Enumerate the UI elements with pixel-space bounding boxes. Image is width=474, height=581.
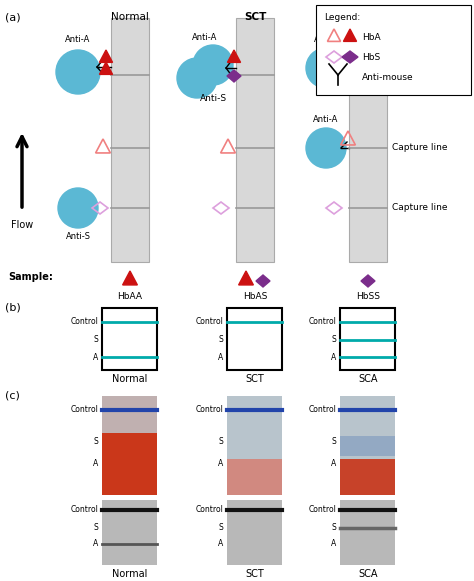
Text: Capture line: Capture line (392, 203, 447, 213)
Text: A: A (93, 353, 99, 361)
Text: Control: Control (196, 317, 224, 327)
Text: (a): (a) (5, 12, 21, 22)
Text: HbS: HbS (362, 52, 380, 62)
Polygon shape (338, 62, 352, 74)
Bar (228, 396, 283, 495)
Bar (102, 500, 157, 565)
Bar (102, 308, 157, 370)
Text: S: S (94, 436, 99, 446)
Text: SCT: SCT (246, 569, 264, 579)
Text: SCA: SCA (358, 374, 378, 384)
Text: SCT: SCT (246, 374, 264, 384)
Text: Sample:: Sample: (8, 272, 53, 282)
Bar (102, 433, 157, 495)
Text: S: S (219, 335, 224, 345)
Circle shape (177, 58, 217, 98)
Text: SCA: SCA (356, 12, 380, 22)
Bar (340, 436, 395, 456)
Text: S: S (332, 436, 337, 446)
Bar (228, 500, 283, 565)
Bar (228, 459, 283, 495)
Text: Anti-A: Anti-A (192, 33, 218, 42)
Text: Control: Control (196, 505, 224, 515)
Circle shape (58, 188, 98, 228)
Polygon shape (228, 50, 241, 62)
Polygon shape (256, 275, 270, 287)
Bar (236, 18, 274, 262)
Polygon shape (238, 271, 254, 285)
Text: Normal: Normal (112, 569, 148, 579)
Text: S: S (94, 335, 99, 345)
Circle shape (306, 48, 346, 88)
Text: Anti-mouse: Anti-mouse (362, 73, 414, 81)
Polygon shape (100, 62, 112, 74)
Text: S: S (219, 523, 224, 533)
Text: Control: Control (196, 406, 224, 414)
Text: Anti-S: Anti-S (200, 94, 227, 103)
Bar (228, 308, 283, 370)
Text: Anti-S: Anti-S (65, 232, 91, 241)
Bar (111, 18, 149, 262)
Text: (b): (b) (5, 302, 21, 312)
Polygon shape (100, 50, 112, 62)
Text: A: A (93, 460, 99, 468)
Text: S: S (219, 436, 224, 446)
Text: SCT: SCT (244, 12, 266, 22)
Text: A: A (218, 353, 224, 361)
Bar (340, 308, 395, 370)
Text: A: A (218, 540, 224, 548)
Text: A: A (331, 460, 337, 468)
Text: S: S (332, 335, 337, 345)
Polygon shape (123, 271, 137, 285)
Text: HbAA: HbAA (118, 292, 143, 301)
Text: A: A (218, 460, 224, 468)
Text: (c): (c) (5, 390, 20, 400)
Circle shape (56, 50, 100, 94)
Text: Anti-A: Anti-A (65, 35, 91, 44)
Polygon shape (342, 51, 358, 63)
Polygon shape (227, 70, 241, 82)
Text: Normal: Normal (111, 12, 149, 22)
Text: Anti-S: Anti-S (313, 35, 338, 44)
Text: A: A (331, 540, 337, 548)
Text: Control: Control (309, 406, 337, 414)
Circle shape (193, 45, 233, 85)
Bar (340, 500, 395, 565)
Text: A: A (93, 540, 99, 548)
Text: Control: Control (309, 317, 337, 327)
Text: Flow: Flow (11, 220, 33, 230)
Text: HbSS: HbSS (356, 292, 380, 301)
Circle shape (306, 128, 346, 168)
Text: S: S (94, 523, 99, 533)
Text: Control: Control (71, 406, 99, 414)
Text: HbA: HbA (362, 33, 381, 41)
Text: Control: Control (71, 317, 99, 327)
Text: SCA: SCA (358, 569, 378, 579)
Text: Control: Control (71, 505, 99, 515)
Text: Control: Control (309, 505, 337, 515)
Text: Control line: Control line (392, 70, 444, 80)
Polygon shape (344, 29, 356, 41)
Text: Capture line: Capture line (392, 144, 447, 152)
Text: Normal: Normal (112, 374, 148, 384)
Bar (340, 459, 395, 495)
Text: HbAS: HbAS (243, 292, 267, 301)
Bar (340, 396, 395, 495)
Bar (102, 396, 157, 495)
Polygon shape (361, 275, 375, 287)
Bar (349, 18, 387, 262)
Text: Legend:: Legend: (324, 13, 360, 22)
Bar (316, 5, 471, 95)
Text: S: S (332, 523, 337, 533)
Text: Anti-A: Anti-A (313, 115, 339, 124)
Text: A: A (331, 353, 337, 361)
